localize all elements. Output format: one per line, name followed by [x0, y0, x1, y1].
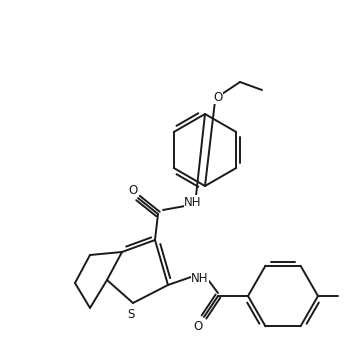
Text: O: O: [193, 319, 203, 333]
Text: NH: NH: [191, 271, 209, 285]
Text: S: S: [127, 308, 135, 320]
Text: O: O: [214, 91, 223, 103]
Text: NH: NH: [184, 195, 202, 208]
Text: O: O: [128, 184, 138, 197]
